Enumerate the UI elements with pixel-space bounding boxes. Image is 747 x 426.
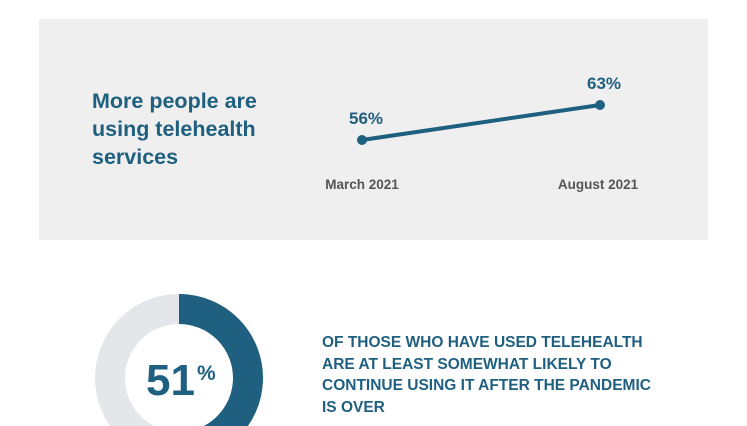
trend-panel bbox=[39, 19, 708, 240]
donut-value-text: 51 bbox=[146, 356, 195, 405]
trend-value-label-march: 56% bbox=[349, 109, 383, 128]
trend-value-label-august: 63% bbox=[587, 74, 621, 93]
trend-x-label-march: March 2021 bbox=[325, 177, 399, 192]
trend-headline: More people are using telehealth service… bbox=[92, 89, 257, 169]
donut-value-arc bbox=[178, 294, 263, 426]
donut-caption: OF THOSE WHO HAVE USED TELEHEALTH ARE AT… bbox=[322, 334, 651, 416]
donut-value-number: 51 bbox=[146, 356, 195, 405]
trend-x-label-august: August 2021 bbox=[558, 177, 639, 192]
trend-series-line bbox=[360, 103, 602, 142]
trend-point-august bbox=[595, 100, 605, 110]
donut-value-unit: % bbox=[197, 362, 216, 385]
trend-point-march bbox=[357, 135, 367, 145]
